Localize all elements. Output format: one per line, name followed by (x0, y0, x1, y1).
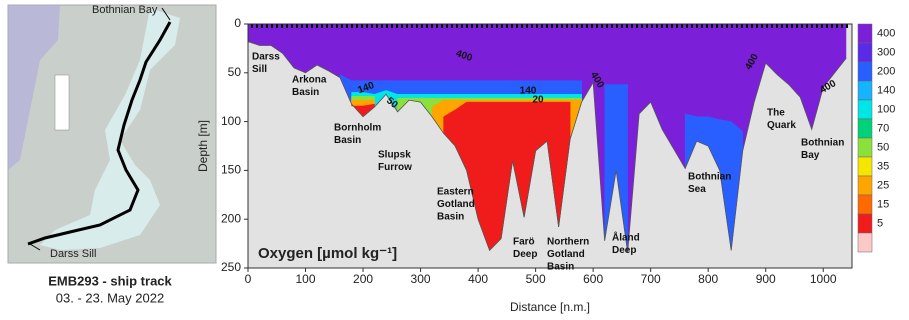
colorbar-swatch (858, 214, 872, 233)
y-tick-label: 0 (234, 16, 241, 30)
colorbar-label: 140 (877, 84, 895, 96)
region-label: Bornholm (334, 123, 381, 134)
colorbar-label: 300 (877, 46, 895, 58)
region-label: Deep (612, 245, 636, 256)
map-inset-legend (55, 75, 69, 130)
colorbar-label: 200 (877, 65, 895, 77)
figure: Bothnian Bay Darss Sill EMB293 - ship tr… (0, 0, 909, 320)
map-caption: 03. - 23. May 2022 (56, 290, 164, 305)
x-tick-label: 900 (756, 272, 776, 286)
colorbar-swatch (858, 43, 872, 62)
contour-label: 20 (532, 95, 544, 106)
map-label: Bothnian Bay (92, 4, 158, 16)
x-tick-label: 100 (296, 272, 316, 286)
colorbar-swatch (858, 62, 872, 81)
x-axis-label: Distance [n.m.] (510, 300, 590, 314)
region-label: Åland (612, 231, 640, 244)
region-label: The (767, 108, 785, 119)
region-label: Darss (252, 52, 280, 63)
x-tick-label: 600 (583, 272, 603, 286)
region-label: Sill (252, 64, 267, 75)
region-label: Farö (513, 237, 535, 248)
colorbar-label: 50 (877, 141, 889, 153)
x-tick-label: 500 (526, 272, 546, 286)
colorbar-swatch (858, 176, 872, 195)
region-label: Quark (767, 120, 796, 131)
map-label: Darss Sill (50, 248, 96, 260)
region-label: Arkona (292, 75, 327, 86)
map-caption: EMB293 - ship track (48, 273, 172, 288)
region-label: Eastern (437, 187, 474, 198)
region-label: Deep (513, 249, 537, 260)
colorbar-label: 400 (877, 27, 895, 39)
colorbar-label: 15 (877, 198, 889, 210)
colorbar-swatch (858, 138, 872, 157)
region-label: Basin (547, 262, 574, 273)
region-label: Bothnian (688, 172, 731, 183)
colorbar-swatch (858, 81, 872, 100)
region-label: Gotland (437, 199, 475, 210)
x-tick-label: 0 (245, 272, 252, 286)
region-label: Sea (688, 184, 706, 195)
region-label: Slupsk (378, 150, 411, 161)
colorbar-swatch (858, 100, 872, 119)
colorbar-label: 5 (877, 217, 883, 229)
x-tick-label: 800 (698, 272, 718, 286)
colorbar-label: 100 (877, 103, 895, 115)
region-label: Basin (437, 212, 464, 223)
region-label: Northern (547, 237, 589, 248)
colorbar-swatch (858, 157, 872, 176)
x-tick-label: 1000 (810, 272, 837, 286)
x-tick-label: 400 (468, 272, 488, 286)
y-tick-label: 100 (221, 114, 241, 128)
y-tick-label: 200 (221, 211, 241, 225)
region-label: Basin (292, 87, 319, 98)
region-label: Bothnian (801, 138, 844, 149)
y-tick-label: 250 (221, 260, 241, 274)
colorbar-swatch (858, 24, 872, 43)
y-tick-label: 50 (228, 65, 242, 79)
region-label: Basin (334, 135, 361, 146)
colorbar-label: 35 (877, 160, 889, 172)
y-axis-label: Depth [m] (196, 120, 210, 172)
colorbar-swatch (858, 119, 872, 138)
x-tick-label: 700 (641, 272, 661, 286)
y-tick-label: 150 (221, 163, 241, 177)
region-label: Bay (801, 150, 820, 161)
x-tick-label: 300 (411, 272, 431, 286)
x-tick-label: 200 (353, 272, 373, 286)
colorbar-swatch (858, 233, 872, 252)
region-label: Gotland (547, 249, 585, 260)
colorbar-swatch (858, 195, 872, 214)
colorbar-label: 25 (877, 179, 889, 191)
region-label: Furrow (378, 162, 412, 173)
chart-title: Oxygen [µmol kg⁻¹] (258, 245, 397, 262)
colorbar-label: 70 (877, 122, 889, 134)
map-panel: Bothnian Bay Darss Sill EMB293 - ship tr… (8, 4, 216, 306)
